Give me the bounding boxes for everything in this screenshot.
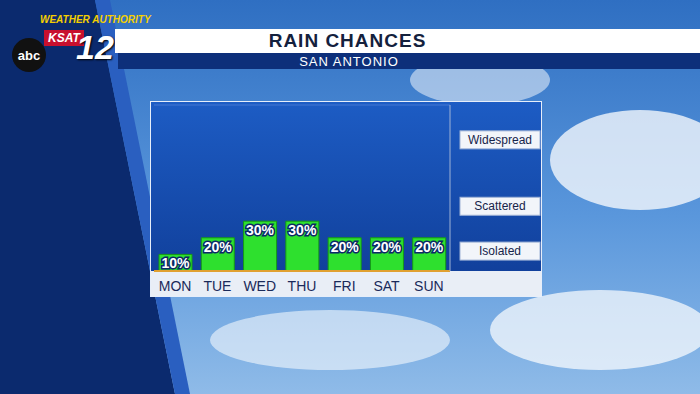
svg-text:MON: MON: [159, 278, 192, 294]
svg-text:SAT: SAT: [373, 278, 400, 294]
svg-text:Widespread: Widespread: [468, 133, 532, 147]
svg-text:THU: THU: [288, 278, 317, 294]
svg-text:WED: WED: [243, 278, 276, 294]
svg-text:30%: 30%: [288, 222, 317, 238]
svg-text:Isolated: Isolated: [479, 244, 521, 258]
svg-text:FRI: FRI: [333, 278, 356, 294]
svg-text:10%: 10%: [161, 255, 190, 271]
html-text:RAIN CHANCES: RAIN CHANCES: [268, 30, 427, 51]
svg-text:SUN: SUN: [414, 278, 444, 294]
html-text:KSAT: KSAT: [48, 31, 80, 45]
svg-text:20%: 20%: [415, 239, 444, 255]
svg-text:30%: 30%: [246, 222, 275, 238]
svg-text:20%: 20%: [204, 239, 233, 255]
svg-text:Scattered: Scattered: [474, 199, 525, 213]
html-text:abc: abc: [17, 47, 41, 63]
html-text:SAN ANTONIO: SAN ANTONIO: [299, 53, 399, 69]
svg-text:TUE: TUE: [203, 278, 231, 294]
html-text:WEATHER AUTHORITY: WEATHER AUTHORITY: [40, 14, 151, 25]
svg-text:20%: 20%: [331, 239, 360, 255]
svg-text:20%: 20%: [373, 239, 402, 255]
html-text:12: 12: [76, 28, 114, 66]
